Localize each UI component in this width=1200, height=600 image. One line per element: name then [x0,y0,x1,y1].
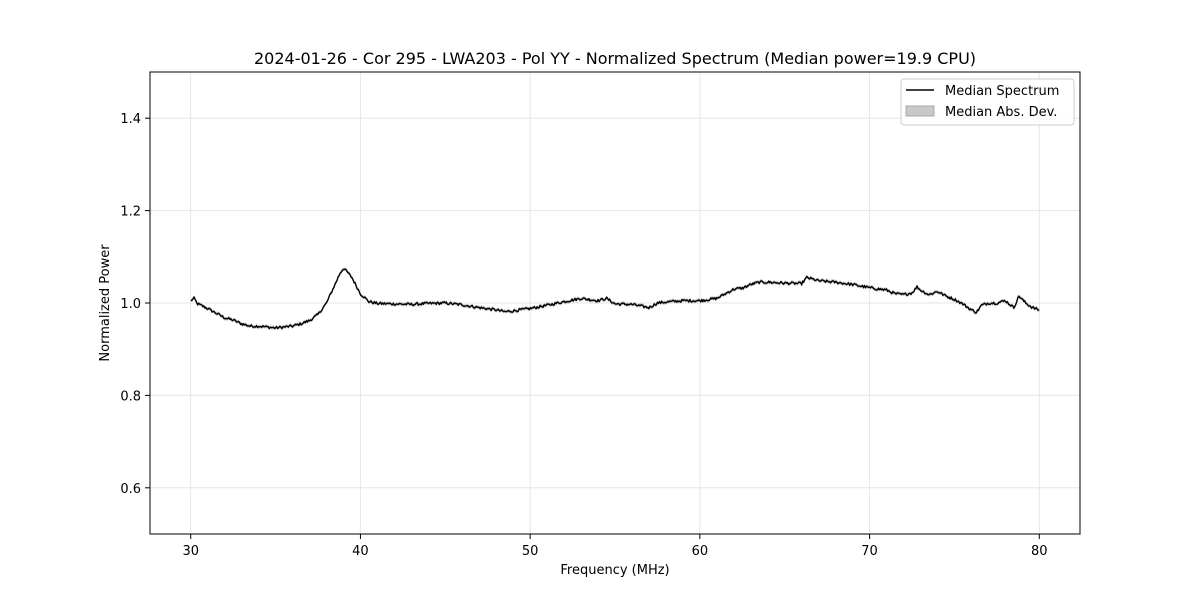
y-axis-label: Normalized Power [98,244,113,362]
chart-title: 2024-01-26 - Cor 295 - LWA203 - Pol YY -… [254,49,976,68]
y-axis: 0.6 0.8 1.0 1.2 1.4 [120,112,150,497]
median-spectrum-line [190,268,1040,330]
legend-box [900,78,1075,126]
y-tick-label: 1.0 [120,297,141,312]
x-tick-label: 50 [522,544,539,559]
legend-label-median-abs-dev: Median Abs. Dev. [945,105,1057,120]
x-axis: 30 40 50 60 70 80 [182,534,1048,559]
x-tick-label: 60 [692,544,709,559]
legend: Median Spectrum Median Abs. Dev. [900,78,1075,126]
x-axis-label: Frequency (MHz) [560,563,669,578]
x-tick-label: 70 [861,544,878,559]
y-tick-label: 1.4 [120,112,141,127]
grid [150,72,1080,534]
x-tick-label: 30 [182,544,199,559]
y-tick-label: 0.8 [120,389,141,404]
x-tick-label: 80 [1031,544,1048,559]
y-tick-label: 1.2 [120,205,141,220]
line-layer [190,268,1040,330]
legend-patch-swatch [905,105,935,117]
x-tick-label: 40 [352,544,369,559]
legend-label-median-spectrum: Median Spectrum [945,84,1059,99]
y-tick-label: 0.6 [120,482,141,497]
